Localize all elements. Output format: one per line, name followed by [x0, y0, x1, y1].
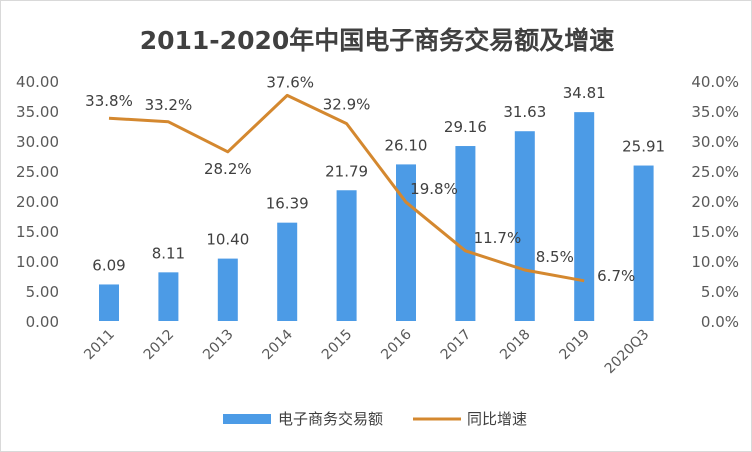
line-data-label: 33.8% — [85, 92, 133, 110]
line-data-label: 37.6% — [266, 73, 314, 91]
x-tick-label: 2019 — [557, 327, 594, 364]
bar-data-label: 26.10 — [385, 136, 428, 154]
bar-data-label: 34.81 — [563, 84, 606, 102]
right-tick-label: 30.0% — [691, 133, 739, 151]
bar-data-label: 16.39 — [266, 195, 309, 213]
left-tick-label: 20.00 — [16, 193, 59, 211]
legend: 电子商务交易额 同比增速 — [223, 410, 527, 428]
left-tick-label: 35.00 — [16, 103, 59, 121]
bar-2018 — [514, 131, 535, 321]
left-tick-label: 5.00 — [26, 283, 59, 301]
left-tick-label: 15.00 — [16, 223, 59, 241]
bar-2017 — [455, 146, 476, 321]
right-tick-label: 5.0% — [701, 283, 739, 301]
line-data-label: 19.8% — [410, 180, 458, 198]
right-tick-label: 25.0% — [691, 163, 739, 181]
bar-2016 — [396, 164, 416, 321]
line-data-label: 6.7% — [597, 267, 635, 285]
x-tick-label: 2011 — [81, 327, 118, 364]
bar-2014 — [277, 222, 298, 321]
bar-2015 — [336, 190, 357, 321]
line-data-label: 11.7% — [474, 229, 522, 247]
left-axis: 0.00 5.00 10.00 15.00 20.00 25.00 30.00 35.00 40… — [16, 73, 59, 331]
bar-2019 — [574, 112, 595, 321]
x-tick-label: 2016 — [378, 326, 415, 363]
x-tick-label: 2012 — [141, 327, 178, 364]
legend-label-line: 同比增速 — [467, 410, 527, 428]
chart-title: 2011-2020年中国电子商务交易额及增速 — [140, 26, 615, 55]
right-tick-label: 0.0% — [701, 313, 739, 331]
legend-label-bar: 电子商务交易额 — [278, 410, 383, 428]
bar-data-label: 10.40 — [206, 231, 249, 249]
bar-data-label: 6.09 — [92, 256, 125, 274]
left-tick-label: 40.00 — [16, 73, 59, 91]
x-tick-label: 2017 — [438, 327, 475, 364]
bar-series: 6.09 8.11 10.40 16.39 21.79 26.10 29.16 31.63 34… — [92, 84, 665, 321]
bar-2013 — [217, 258, 238, 321]
bar-data-label: 8.11 — [152, 244, 185, 262]
line-data-label: 33.2% — [145, 96, 193, 114]
line-series: 33.8% 33.2% 28.2% 37.6% 32.9% 19.8% 11.7% 8.5% 6… — [85, 73, 635, 284]
line-data-label: 32.9% — [323, 96, 371, 114]
legend-swatch-bar — [223, 414, 271, 424]
line-data-label: 8.5% — [536, 248, 574, 266]
x-axis: 2011 2012 2013 2014 2015 2016 2017 2018 2019 2020… — [81, 326, 652, 377]
bar-data-label: 31.63 — [503, 103, 546, 121]
right-tick-label: 20.0% — [691, 193, 739, 211]
right-tick-label: 35.0% — [691, 103, 739, 121]
left-tick-label: 10.00 — [16, 253, 59, 271]
x-tick-label: 2018 — [497, 327, 534, 364]
bar-data-label: 29.16 — [444, 118, 487, 136]
left-tick-label: 0.00 — [26, 313, 59, 331]
x-tick-label: 2014 — [260, 326, 297, 363]
right-tick-label: 10.0% — [691, 253, 739, 271]
bar-2012 — [158, 272, 179, 321]
x-tick-label: 2015 — [319, 327, 356, 364]
right-tick-label: 40.0% — [691, 73, 739, 91]
right-axis: 0.0% 5.0% 10.0% 15.0% 20.0% 25.0% 30.0% 35.0% 40… — [691, 73, 739, 331]
bar-data-label: 21.79 — [325, 162, 368, 180]
x-tick-label: 2020Q3 — [602, 327, 653, 378]
x-tick-label: 2013 — [200, 327, 237, 364]
bar-2020Q3 — [633, 165, 654, 321]
left-tick-label: 25.00 — [16, 163, 59, 181]
right-tick-label: 15.0% — [691, 223, 739, 241]
bar-2011 — [99, 284, 119, 321]
left-tick-label: 30.00 — [16, 133, 59, 151]
line-data-label: 28.2% — [204, 160, 252, 178]
bar-data-label: 25.91 — [622, 138, 665, 156]
